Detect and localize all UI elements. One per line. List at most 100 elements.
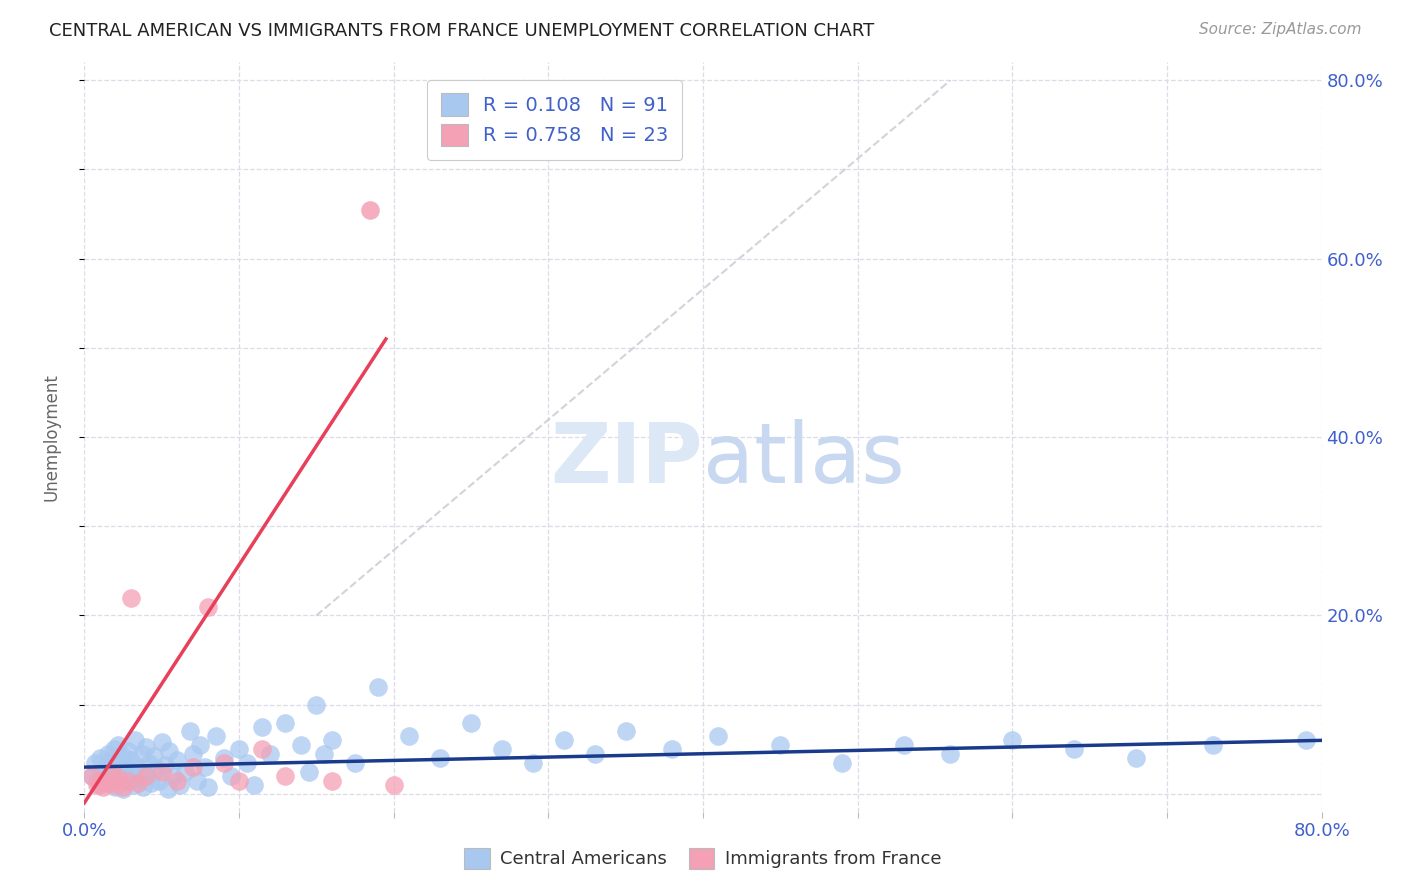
Point	[145, 762, 167, 776]
Point	[181, 760, 204, 774]
Point	[274, 715, 297, 730]
Point	[583, 747, 606, 761]
Point	[132, 780, 155, 794]
Point	[162, 769, 184, 783]
Point	[939, 747, 962, 761]
Point	[1063, 742, 1085, 756]
Point	[156, 782, 179, 797]
Point	[114, 756, 136, 770]
Point	[100, 753, 122, 767]
Point	[228, 742, 250, 756]
Point	[1202, 738, 1225, 752]
Point	[86, 773, 108, 788]
Point	[135, 740, 157, 755]
Text: Source: ZipAtlas.com: Source: ZipAtlas.com	[1198, 22, 1361, 37]
Point	[98, 767, 121, 781]
Point	[103, 742, 125, 756]
Point	[117, 744, 139, 758]
Point	[274, 769, 297, 783]
Point	[117, 773, 139, 788]
Point	[139, 776, 162, 790]
Point	[107, 771, 129, 785]
Point	[101, 764, 124, 779]
Point	[115, 769, 138, 783]
Point	[89, 778, 111, 792]
Point	[94, 760, 117, 774]
Point	[707, 729, 730, 743]
Point	[105, 758, 128, 772]
Point	[91, 764, 114, 779]
Point	[197, 780, 219, 794]
Point	[661, 742, 683, 756]
Point	[205, 729, 228, 743]
Point	[150, 764, 173, 779]
Point	[127, 760, 149, 774]
Point	[360, 202, 382, 217]
Point	[96, 776, 118, 790]
Point	[614, 724, 637, 739]
Point	[174, 764, 197, 779]
Point	[188, 738, 211, 752]
Point	[194, 760, 217, 774]
Point	[235, 756, 259, 770]
Point	[1001, 733, 1024, 747]
Point	[321, 773, 343, 788]
Point	[93, 771, 115, 785]
Point	[553, 733, 575, 747]
Point	[259, 747, 281, 761]
Point	[1295, 733, 1317, 747]
Point	[181, 747, 204, 761]
Point	[135, 767, 157, 781]
Point	[243, 778, 266, 792]
Point	[148, 773, 170, 788]
Point	[228, 773, 250, 788]
Point	[82, 769, 104, 783]
Point	[120, 764, 142, 779]
Point	[108, 776, 131, 790]
Point	[831, 756, 853, 770]
Point	[219, 769, 242, 783]
Text: ZIP: ZIP	[551, 419, 703, 500]
Point	[104, 764, 127, 779]
Point	[118, 773, 141, 788]
Text: atlas: atlas	[703, 419, 904, 500]
Point	[112, 781, 135, 796]
Legend: Central Americans, Immigrants from France: Central Americans, Immigrants from Franc…	[457, 840, 949, 876]
Point	[297, 764, 319, 779]
Point	[112, 780, 135, 794]
Point	[91, 780, 114, 794]
Point	[104, 780, 127, 794]
Point	[86, 778, 108, 792]
Point	[250, 742, 273, 756]
Point	[122, 778, 145, 792]
Point	[135, 769, 157, 783]
Point	[769, 738, 792, 752]
Point	[124, 733, 146, 747]
Point	[398, 729, 420, 743]
Point	[522, 756, 544, 770]
Text: CENTRAL AMERICAN VS IMMIGRANTS FROM FRANCE UNEMPLOYMENT CORRELATION CHART: CENTRAL AMERICAN VS IMMIGRANTS FROM FRAN…	[49, 22, 875, 40]
Point	[290, 738, 312, 752]
Point	[197, 599, 219, 614]
Point	[112, 749, 135, 764]
Point	[127, 776, 149, 790]
Point	[120, 591, 142, 605]
Point	[101, 773, 124, 788]
Point	[169, 778, 191, 792]
Point	[321, 733, 343, 747]
Point	[159, 744, 180, 758]
Point	[250, 720, 273, 734]
Point	[460, 715, 482, 730]
Point	[107, 738, 129, 752]
Point	[129, 771, 152, 785]
Point	[89, 751, 111, 765]
Point	[89, 773, 111, 788]
Point	[166, 773, 188, 788]
Point	[1125, 751, 1147, 765]
Point	[212, 756, 235, 770]
Point	[143, 749, 166, 764]
Point	[110, 762, 132, 776]
Point	[84, 756, 107, 770]
Point	[153, 758, 176, 772]
Point	[166, 753, 188, 767]
